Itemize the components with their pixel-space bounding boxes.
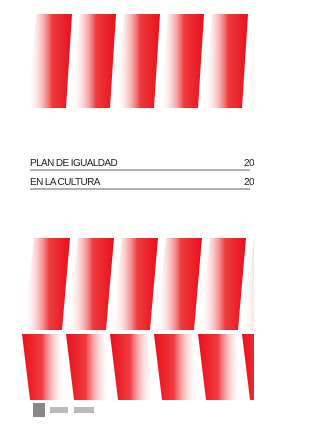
stripe [116,14,160,108]
stripe [72,14,116,108]
logo-block [74,407,94,413]
logos [33,403,94,417]
stripe [242,334,254,400]
stripe [156,238,202,330]
stripe [244,238,254,330]
page: PLAN DE IGUALDAD 20 EN LA CULTURA 20 (()… [0,0,254,427]
title-line: PLAN DE IGUALDAD [30,158,117,169]
logo-block [50,407,68,413]
stripe [66,334,110,400]
stripe [200,238,246,330]
lower-stripes [22,334,254,400]
stripe [160,14,204,108]
stripe [248,14,254,108]
year: 20 [244,177,254,188]
top-stripes [28,14,254,108]
stripe [24,238,70,330]
year: 20 [244,158,254,169]
stripe [154,334,198,400]
stripe [110,334,154,400]
title-line: EN LA CULTURA [30,177,101,188]
stripe [204,14,248,108]
stripe [68,238,114,330]
stripe [198,334,242,400]
stripe [28,14,72,108]
stripe [112,238,158,330]
coat-of-arms [33,403,45,417]
cover: PLAN DE IGUALDAD 20 EN LA CULTURA 20 [0,0,254,427]
stripe [22,334,66,400]
middle-stripes [24,238,254,330]
